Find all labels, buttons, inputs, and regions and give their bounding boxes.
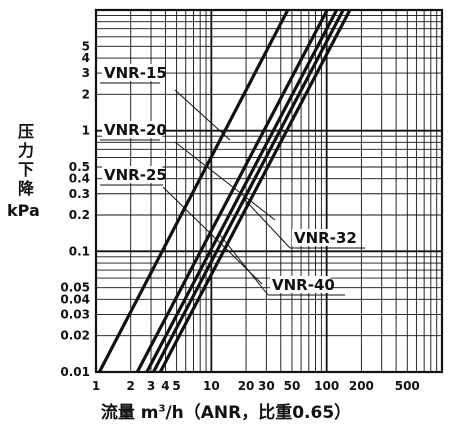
annotation-bg — [270, 276, 331, 293]
series-line-vnr-32 — [152, 9, 345, 373]
annotation-leader — [174, 89, 231, 141]
annotation-label-vnr-20: VNR-20 — [104, 121, 167, 139]
annotation-leader — [162, 186, 263, 285]
x-tick-label: 100 — [314, 379, 339, 393]
x-axis-label-prefix: 流量 m — [100, 403, 159, 423]
y-tick-label: 0.04 — [60, 292, 90, 306]
y-tick-label: 0.1 — [69, 244, 90, 258]
x-tick-label: 30 — [258, 379, 275, 393]
x-tick-label: 4 — [161, 379, 169, 393]
annotation-leader — [174, 141, 276, 221]
y-tick-label: 3 — [82, 66, 90, 80]
x-tick-label: 500 — [395, 379, 420, 393]
annotation-bg — [102, 64, 163, 81]
annotation-label-vnr-32: VNR-32 — [294, 229, 357, 247]
y-axis-label-char-1: 压 — [18, 122, 35, 141]
x-tick-label: 1 — [92, 379, 100, 393]
annotation-bg — [102, 166, 163, 183]
annotation-leader — [244, 199, 291, 249]
y-tick-label: 1 — [82, 124, 90, 138]
x-tick-label: 50 — [284, 379, 301, 393]
y-tick-label: 0.2 — [69, 208, 90, 222]
y-tick-label: 0.3 — [69, 187, 90, 201]
annotation-label-vnr-15: VNR-15 — [104, 64, 167, 82]
x-tick-label: 200 — [349, 379, 374, 393]
y-tick-labels: 0.01 0.02 0.030.040.05 0.1 0.2 0.30.40.5 1 2 345 — [60, 39, 90, 379]
x-tick-label: 3 — [147, 379, 155, 393]
y-tick-label: 2 — [82, 87, 90, 101]
major-grid — [96, 10, 442, 372]
plot-frame — [94, 8, 444, 374]
series-line-vnr-40 — [158, 9, 352, 373]
x-axis-label: 流量 m3/h（ANR，比重0.65） — [0, 398, 452, 423]
y-tick-label: 0.05 — [60, 281, 90, 295]
series-annotations: VNR-15 VNR-20 VNR-25 VNR-32 VNR-40 — [100, 64, 365, 296]
series-lines — [97, 9, 352, 373]
annotation-bg — [102, 121, 163, 138]
y-tick-label: 0.5 — [69, 160, 90, 174]
y-axis-label-char-2: 力 — [18, 141, 35, 160]
annotation-leader — [219, 234, 269, 296]
annotation-label-vnr-25: VNR-25 — [104, 166, 167, 184]
y-tick-label: 5 — [82, 39, 90, 53]
y-axis-label-unit: kPa — [7, 201, 40, 220]
annotation-label-vnr-40: VNR-40 — [272, 276, 335, 294]
x-tick-label: 20 — [238, 379, 255, 393]
y-axis-label-char-4: 降 — [18, 179, 35, 198]
y-tick-label: 0.02 — [60, 329, 90, 343]
y-tick-label: 0.01 — [60, 365, 90, 379]
series-line-vnr-15 — [97, 9, 290, 373]
x-tick-label: 10 — [203, 379, 220, 393]
x-axis-label-suffix: /h（ANR，比重0.65） — [165, 403, 352, 423]
series-line-vnr-20 — [135, 9, 329, 373]
x-tick-label: 5 — [172, 379, 180, 393]
series-line-vnr-25 — [145, 9, 339, 373]
y-tick-label: 0.03 — [60, 307, 90, 321]
x-tick-label: 2 — [127, 379, 135, 393]
x-axis-label-superscript: 3 — [158, 403, 166, 415]
annotation-bg — [292, 229, 353, 246]
y-tick-label: 0.4 — [69, 172, 90, 186]
y-tick-label: 4 — [82, 51, 90, 65]
x-tick-labels: 1 2 3 4 5 10 20 30 50 100 200 500 — [92, 379, 420, 393]
y-axis-label-char-3: 下 — [18, 160, 35, 179]
